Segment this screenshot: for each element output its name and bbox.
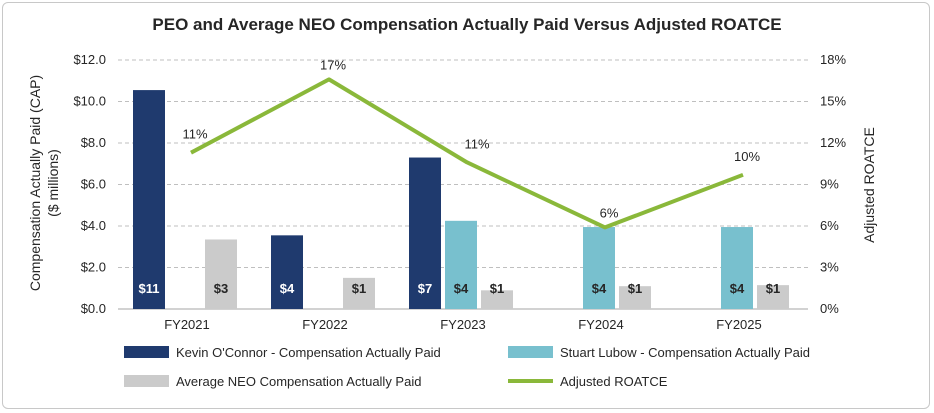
bar-data-label: $1: [490, 281, 504, 296]
chart-title: PEO and Average NEO Compensation Actuall…: [152, 15, 781, 34]
left-tick-label: $0.0: [81, 301, 106, 316]
bar: [409, 157, 441, 309]
legend: Kevin O'Connor - Compensation Actually P…: [124, 345, 810, 389]
left-tick-label: $8.0: [81, 135, 106, 150]
line-data-label: 11%: [464, 136, 489, 151]
bar: [721, 227, 753, 309]
category-labels: FY2021 FY2022 FY2023 FY2024 FY2025: [164, 317, 762, 332]
right-tick-label: 3%: [820, 260, 839, 275]
bar-data-label: $4: [454, 281, 469, 296]
bar: [205, 239, 237, 309]
line-data-label: 6%: [600, 205, 619, 220]
right-axis-ticks: 0% 3% 6% 9% 12% 15% 18%: [820, 52, 846, 316]
legend-label: Stuart Lubow - Compensation Actually Pai…: [560, 345, 810, 360]
bar-data-label: $3: [214, 281, 228, 296]
legend-swatch: [508, 346, 553, 358]
right-tick-label: 12%: [820, 135, 846, 150]
bar: [583, 227, 615, 309]
bar: [619, 286, 651, 309]
bar: [271, 235, 303, 309]
bar: [343, 277, 375, 309]
bar-data-label: $7: [418, 281, 432, 296]
bar-data-label: $11: [139, 281, 160, 296]
bar-data-label: $4: [280, 281, 295, 296]
bar: [133, 90, 165, 310]
left-tick-label: $10.0: [73, 94, 106, 109]
legend-swatch: [124, 346, 169, 358]
bar: [445, 220, 477, 309]
legend-swatch: [124, 375, 169, 387]
left-axis-title: Compensation Actually Paid (CAP): [27, 75, 43, 291]
line-data-label: 11%: [182, 127, 207, 142]
category-label: FY2024: [578, 317, 624, 332]
left-axis-ticks: $0.0 $2.0 $4.0 $6.0 $8.0 $10.0 $12.0: [73, 52, 106, 316]
left-tick-label: $6.0: [81, 177, 106, 192]
bars-group: [133, 90, 789, 310]
left-tick-label: $4.0: [81, 218, 106, 233]
right-tick-label: 18%: [820, 52, 846, 67]
left-tick-label: $2.0: [81, 260, 106, 275]
right-tick-label: 6%: [820, 218, 839, 233]
right-tick-label: 15%: [820, 94, 846, 109]
bar-data-label: $1: [628, 281, 642, 296]
legend-label: Average NEO Compensation Actually Paid: [176, 374, 421, 389]
right-tick-label: 9%: [820, 177, 839, 192]
line-data-label: 17%: [320, 57, 346, 72]
bar-data-label: $1: [766, 281, 780, 296]
category-label: FY2021: [164, 317, 210, 332]
category-label: FY2025: [716, 317, 762, 332]
right-tick-label: 0%: [820, 301, 839, 316]
left-axis-units: ($ millions): [45, 149, 61, 217]
left-tick-label: $12.0: [73, 52, 106, 67]
line-data-label: 10%: [734, 149, 760, 164]
bar-data-label: $1: [352, 281, 366, 296]
legend-label: Kevin O'Connor - Compensation Actually P…: [176, 345, 441, 360]
bar: [481, 290, 513, 309]
bar-data-label: $4: [730, 281, 745, 296]
legend-label: Adjusted ROATCE: [560, 374, 668, 389]
bar-labels-group: $11 $4 $7 $4 $4 $4 $3 $1 $1 $1 $1: [139, 281, 781, 296]
roatce-line: [190, 77, 744, 230]
line-group: 11% 17% 11% 6% 10%: [182, 57, 760, 230]
category-label: FY2022: [302, 317, 348, 332]
right-axis-title: Adjusted ROATCE: [861, 127, 877, 243]
bar-data-label: $4: [592, 281, 607, 296]
bar: [757, 285, 789, 309]
category-label: FY2023: [440, 317, 486, 332]
